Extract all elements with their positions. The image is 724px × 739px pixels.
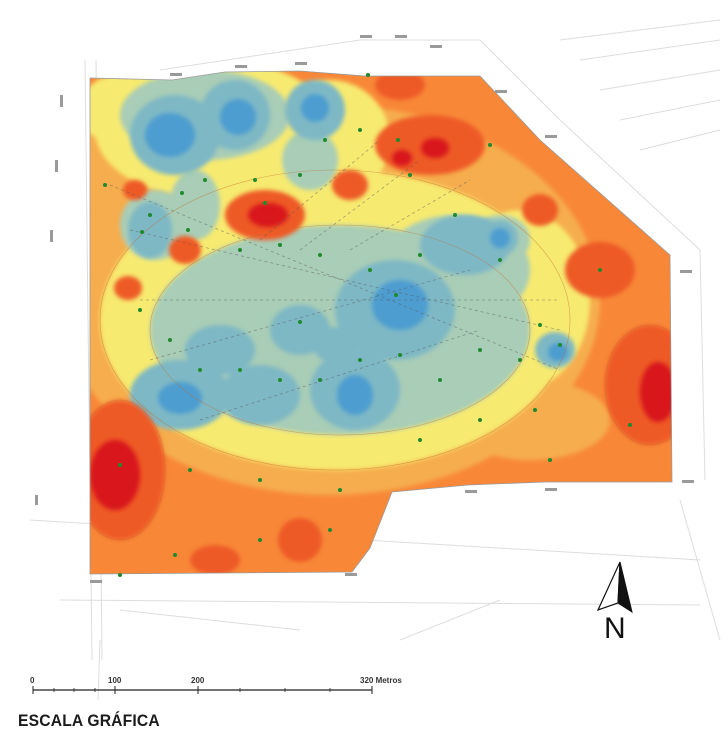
scale-tick-label-200: 200 bbox=[191, 676, 205, 685]
heatmap-surface bbox=[90, 71, 672, 574]
scale-title: ESCALA GRÁFICA bbox=[18, 711, 160, 730]
scale-bar bbox=[32, 686, 373, 694]
scale-tick-label-0: 0 bbox=[30, 676, 35, 685]
scale-tick-label-320: 320 Metros bbox=[360, 676, 402, 685]
boundary-tick-marks bbox=[35, 35, 694, 583]
north-arrow-icon bbox=[596, 561, 633, 614]
heat-blue-zones bbox=[145, 94, 568, 415]
survey-lines bbox=[109, 139, 561, 421]
north-label: N bbox=[604, 612, 626, 645]
contour-lines bbox=[90, 169, 672, 541]
heat-red-cores bbox=[90, 138, 672, 510]
site-boundary bbox=[89, 70, 673, 575]
sample-points bbox=[103, 73, 632, 577]
scale-tick-label-100: 100 bbox=[108, 676, 122, 685]
